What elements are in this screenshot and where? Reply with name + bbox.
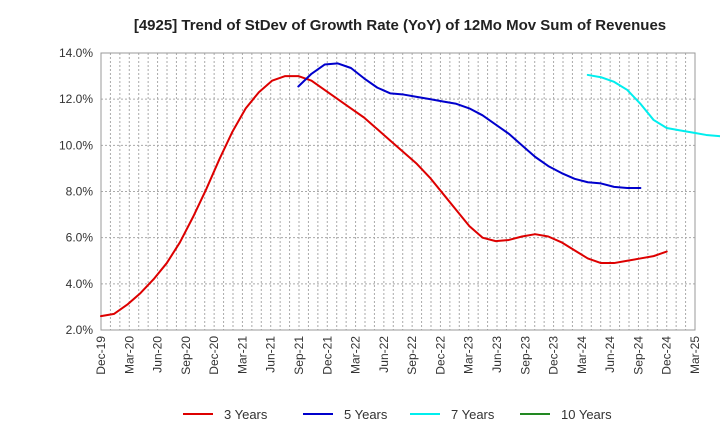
series-line-3-years <box>100 75 668 318</box>
chart-title: [4925] Trend of StDev of Growth Rate (Yo… <box>134 17 666 34</box>
x-tick-label: Dec-24 <box>660 336 674 375</box>
y-tick-label: 14.0% <box>59 46 93 60</box>
legend-label: 5 Years <box>344 407 388 422</box>
x-tick-label: Mar-22 <box>349 336 363 374</box>
y-tick-label: 10.0% <box>59 138 93 152</box>
legend-label: 7 Years <box>451 407 495 422</box>
y-axis: 2.0% 4.0% 6.0% 8.0% 10.0% 12.0% 14.0% <box>59 46 93 337</box>
x-tick-label: Mar-21 <box>235 336 249 374</box>
x-tick-label: Jun-24 <box>603 336 617 373</box>
x-tick-label: Jun-21 <box>264 336 278 373</box>
x-axis: Dec-19 Mar-20 Jun-20 Sep-20 Dec-20 Mar-21 Jun-… <box>94 336 702 375</box>
x-tick-label: Dec-23 <box>547 336 561 375</box>
x-tick-label: Dec-19 <box>94 336 108 375</box>
legend-label: 3 Years <box>224 407 268 422</box>
x-tick-label: Sep-23 <box>518 336 532 375</box>
x-tick-label: Dec-21 <box>320 336 334 375</box>
y-tick-label: 2.0% <box>66 323 94 337</box>
y-tick-label: 12.0% <box>59 92 93 106</box>
series-line-7-years <box>586 73 720 138</box>
y-tick-label: 4.0% <box>66 277 94 291</box>
y-tick-label: 6.0% <box>66 231 94 245</box>
x-tick-label: Mar-23 <box>462 336 476 374</box>
legend: 3 Years 5 Years 7 Years 10 Years <box>183 407 612 422</box>
x-tick-label: Jun-20 <box>151 336 165 373</box>
x-tick-label: Mar-20 <box>122 336 136 374</box>
plot-area <box>100 52 696 331</box>
x-tick-label: Sep-20 <box>179 336 193 375</box>
x-tick-label: Mar-25 <box>688 336 702 374</box>
x-tick-label: Jun-22 <box>377 336 391 373</box>
x-tick-label: Sep-24 <box>631 336 645 375</box>
x-tick-label: Mar-24 <box>575 336 589 374</box>
x-tick-label: Dec-22 <box>433 336 447 375</box>
series-lines <box>100 62 720 318</box>
x-tick-label: Jun-23 <box>490 336 504 373</box>
x-tick-label: Sep-22 <box>405 336 419 375</box>
legend-label: 10 Years <box>561 407 612 422</box>
x-tick-label: Dec-20 <box>207 336 221 375</box>
series-line-5-years <box>297 62 642 190</box>
x-tick-label: Sep-21 <box>292 336 306 375</box>
y-tick-label: 8.0% <box>66 185 94 199</box>
